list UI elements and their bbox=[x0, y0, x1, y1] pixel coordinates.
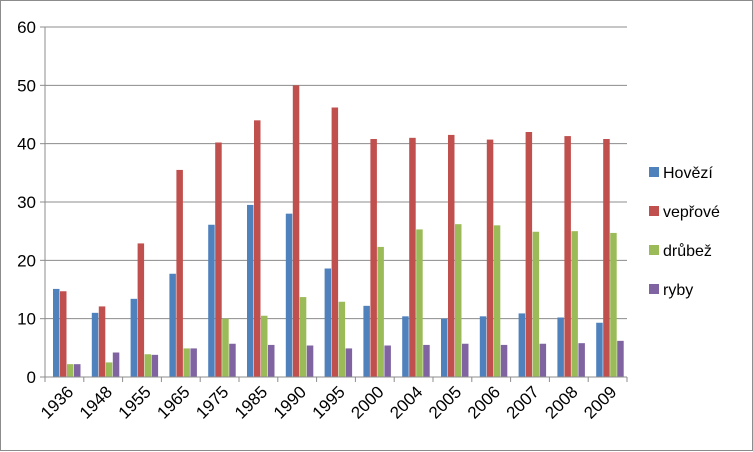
bar-ryby-2006 bbox=[500, 344, 508, 377]
bar-drůbež-1936 bbox=[67, 364, 74, 377]
x-tick-label-2009: 2009 bbox=[580, 382, 620, 422]
x-tick-label-2007: 2007 bbox=[503, 382, 543, 422]
bar-drůbež-2009 bbox=[610, 232, 617, 377]
bar-vepřové-2004 bbox=[409, 137, 416, 377]
bar-drůbež-1990 bbox=[299, 297, 307, 377]
axes bbox=[40, 26, 628, 382]
legend-label-ryby: ryby bbox=[663, 282, 693, 299]
x-tick-label-2005: 2005 bbox=[425, 382, 465, 422]
bar-Hovězí-1948 bbox=[91, 312, 99, 377]
bar-Hovězí-1975 bbox=[208, 224, 215, 377]
legend-swatch-ryby bbox=[649, 284, 659, 294]
bar-Hovězí-2006 bbox=[479, 316, 487, 377]
bar-ryby-1965 bbox=[190, 348, 197, 377]
y-tick-labels: 0 10 20 30 40 50 60 bbox=[17, 18, 36, 387]
bar-ryby-1936 bbox=[74, 364, 81, 377]
bar-Hovězí-2004 bbox=[402, 316, 409, 377]
legend-swatch-vepřové bbox=[649, 206, 659, 216]
x-tick-label-1936: 1936 bbox=[37, 382, 77, 422]
bar-drůbež-2006 bbox=[493, 225, 501, 377]
bar-vepřové-2008 bbox=[564, 136, 571, 377]
x-tick-label-1985: 1985 bbox=[231, 382, 271, 422]
bar-ryby-1948 bbox=[112, 352, 120, 377]
bar-vepřové-2007 bbox=[525, 132, 533, 377]
legend-label-Hovězí: Hovězí bbox=[663, 165, 713, 182]
bar-Hovězí-2008 bbox=[557, 317, 564, 377]
y-tick-label-10: 10 bbox=[17, 310, 36, 329]
bar-ryby-2005 bbox=[462, 343, 469, 377]
x-tick-label-1975: 1975 bbox=[192, 382, 232, 422]
bar-Hovězí-1990 bbox=[285, 213, 293, 377]
bar-drůbež-2005 bbox=[455, 224, 462, 377]
bar-Hovězí-1985 bbox=[247, 204, 254, 377]
bar-ryby-1985 bbox=[268, 344, 275, 377]
bar-Hovězí-2007 bbox=[518, 313, 526, 377]
bar-vepřové-1985 bbox=[254, 120, 261, 377]
bar-ryby-1995 bbox=[345, 348, 353, 377]
bar-vepřové-1955 bbox=[137, 243, 145, 377]
bar-ryby-2007 bbox=[539, 343, 547, 377]
x-tick-label-1965: 1965 bbox=[153, 382, 193, 422]
bar-drůbež-2000 bbox=[377, 246, 384, 377]
x-tick-label-1955: 1955 bbox=[115, 382, 155, 422]
bar-drůbež-1985 bbox=[261, 315, 268, 377]
bar-ryby-1955 bbox=[151, 354, 159, 377]
bar-vepřové-1936 bbox=[60, 291, 67, 377]
x-tick-label-2000: 2000 bbox=[347, 382, 387, 422]
x-tick-label-1948: 1948 bbox=[76, 382, 116, 422]
bar-ryby-2000 bbox=[384, 345, 391, 377]
bars bbox=[53, 85, 624, 377]
bar-Hovězí-2000 bbox=[363, 305, 370, 377]
y-tick-label-50: 50 bbox=[17, 76, 36, 95]
legend-swatch-drůbež bbox=[649, 245, 659, 255]
bar-vepřové-2005 bbox=[448, 134, 455, 377]
bar-Hovězí-2009 bbox=[596, 322, 603, 377]
bar-vepřové-2006 bbox=[486, 139, 494, 377]
bar-drůbež-2007 bbox=[532, 231, 540, 377]
bar-drůbež-2004 bbox=[416, 229, 423, 377]
legend-swatch-Hovězí bbox=[649, 167, 659, 177]
bar-drůbež-1975 bbox=[222, 318, 229, 377]
bar-vepřové-1990 bbox=[292, 85, 300, 377]
x-tick-label-2006: 2006 bbox=[464, 382, 504, 422]
bar-Hovězí-1955 bbox=[130, 298, 138, 377]
legend-label-drůbež: drůbež bbox=[663, 242, 712, 260]
y-tick-label-20: 20 bbox=[17, 251, 36, 270]
bar-ryby-2004 bbox=[423, 344, 430, 377]
y-tick-label-40: 40 bbox=[17, 135, 36, 154]
legend: Hovězí vepřové drůbež ryby bbox=[649, 165, 720, 299]
bar-Hovězí-1936 bbox=[53, 288, 60, 377]
bar-vepřové-1995 bbox=[331, 107, 339, 377]
bar-vepřové-1948 bbox=[98, 306, 106, 377]
bar-drůbež-1948 bbox=[105, 362, 113, 377]
bar-vepřové-2009 bbox=[603, 139, 610, 377]
bar-Hovězí-1995 bbox=[324, 268, 332, 377]
bar-vepřové-1975 bbox=[215, 142, 222, 377]
y-tick-label-60: 60 bbox=[17, 18, 36, 37]
bar-drůbež-1955 bbox=[144, 354, 152, 377]
y-tick-label-0: 0 bbox=[27, 368, 36, 387]
bar-drůbež-1965 bbox=[183, 348, 190, 377]
legend-label-vepřové: vepřové bbox=[663, 204, 720, 221]
y-tick-label-30: 30 bbox=[17, 193, 36, 212]
bar-ryby-1990 bbox=[306, 345, 314, 377]
bar-ryby-1975 bbox=[229, 343, 236, 377]
x-tick-label-2008: 2008 bbox=[541, 382, 581, 422]
bar-vepřové-2000 bbox=[370, 139, 377, 377]
bar-drůbež-2008 bbox=[571, 231, 578, 377]
bar-ryby-2009 bbox=[617, 340, 624, 377]
x-tick-labels: 1936194819551965197519851990199520002004… bbox=[37, 382, 620, 422]
x-tick-label-1990: 1990 bbox=[270, 382, 310, 422]
bar-vepřové-1965 bbox=[176, 169, 183, 377]
bar-ryby-2008 bbox=[578, 343, 585, 377]
bar-Hovězí-1965 bbox=[169, 273, 176, 377]
x-tick-label-2004: 2004 bbox=[386, 382, 426, 422]
bar-drůbež-1995 bbox=[338, 301, 346, 377]
bar-Hovězí-2005 bbox=[441, 318, 448, 377]
x-tick-label-1995: 1995 bbox=[309, 382, 349, 422]
